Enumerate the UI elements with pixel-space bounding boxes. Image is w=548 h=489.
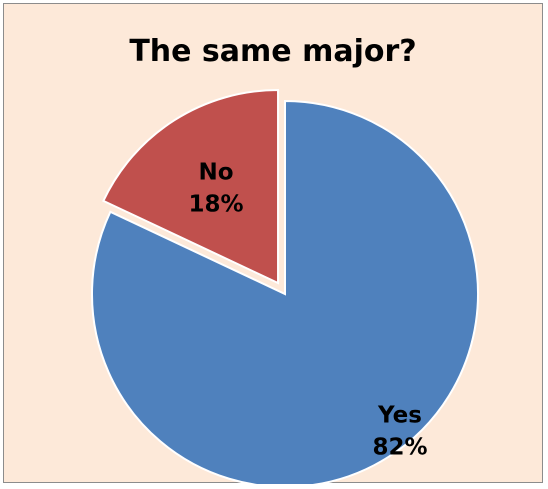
slice-name-label: Yes bbox=[377, 403, 422, 429]
chart-frame: The same major? Yes 82% No 18% bbox=[3, 3, 543, 484]
slice-percent-label: 18% bbox=[188, 191, 243, 217]
pie-slice-yes bbox=[91, 99, 479, 484]
pie-slice-no bbox=[102, 89, 280, 285]
chart-title: The same major? bbox=[129, 34, 417, 69]
slice-name-label: No bbox=[198, 159, 233, 185]
pie-chart: Yes 82% No 18% bbox=[91, 89, 479, 484]
slice-percent-label: 82% bbox=[372, 435, 427, 461]
